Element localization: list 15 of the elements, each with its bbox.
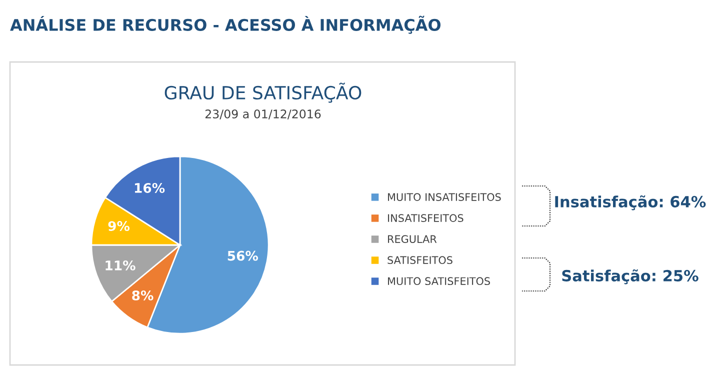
data-label: 16%: [134, 182, 165, 193]
legend-label: REGULAR: [388, 235, 437, 244]
text: Insatisfação: 64%: [555, 195, 706, 210]
data-label: 8%: [132, 290, 154, 300]
text: ANÁLISE DE RECURSO - ACESSO À INFORMAÇÃO: [10, 16, 440, 34]
data-label: 11%: [106, 260, 136, 270]
data-label: 9%: [108, 221, 130, 232]
chart-subtitle: 23/09 a 01/12/2016: [205, 109, 321, 120]
legend-label: MUITO SATISFEITOS: [388, 277, 490, 286]
data-label: 56%: [228, 250, 258, 261]
legend-label: MUITO INSATISFEITOS: [388, 193, 501, 201]
legend-label: SATISFEITOS: [388, 256, 452, 264]
legend-label: INSATISFEITOS: [388, 214, 464, 222]
chart-title: GRAU DE SATISFAÇÃO: [164, 82, 362, 103]
text: Satisfação: 25%: [562, 269, 698, 284]
